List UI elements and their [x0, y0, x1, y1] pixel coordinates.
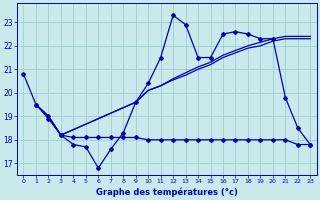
X-axis label: Graphe des températures (°c): Graphe des températures (°c) — [96, 187, 238, 197]
